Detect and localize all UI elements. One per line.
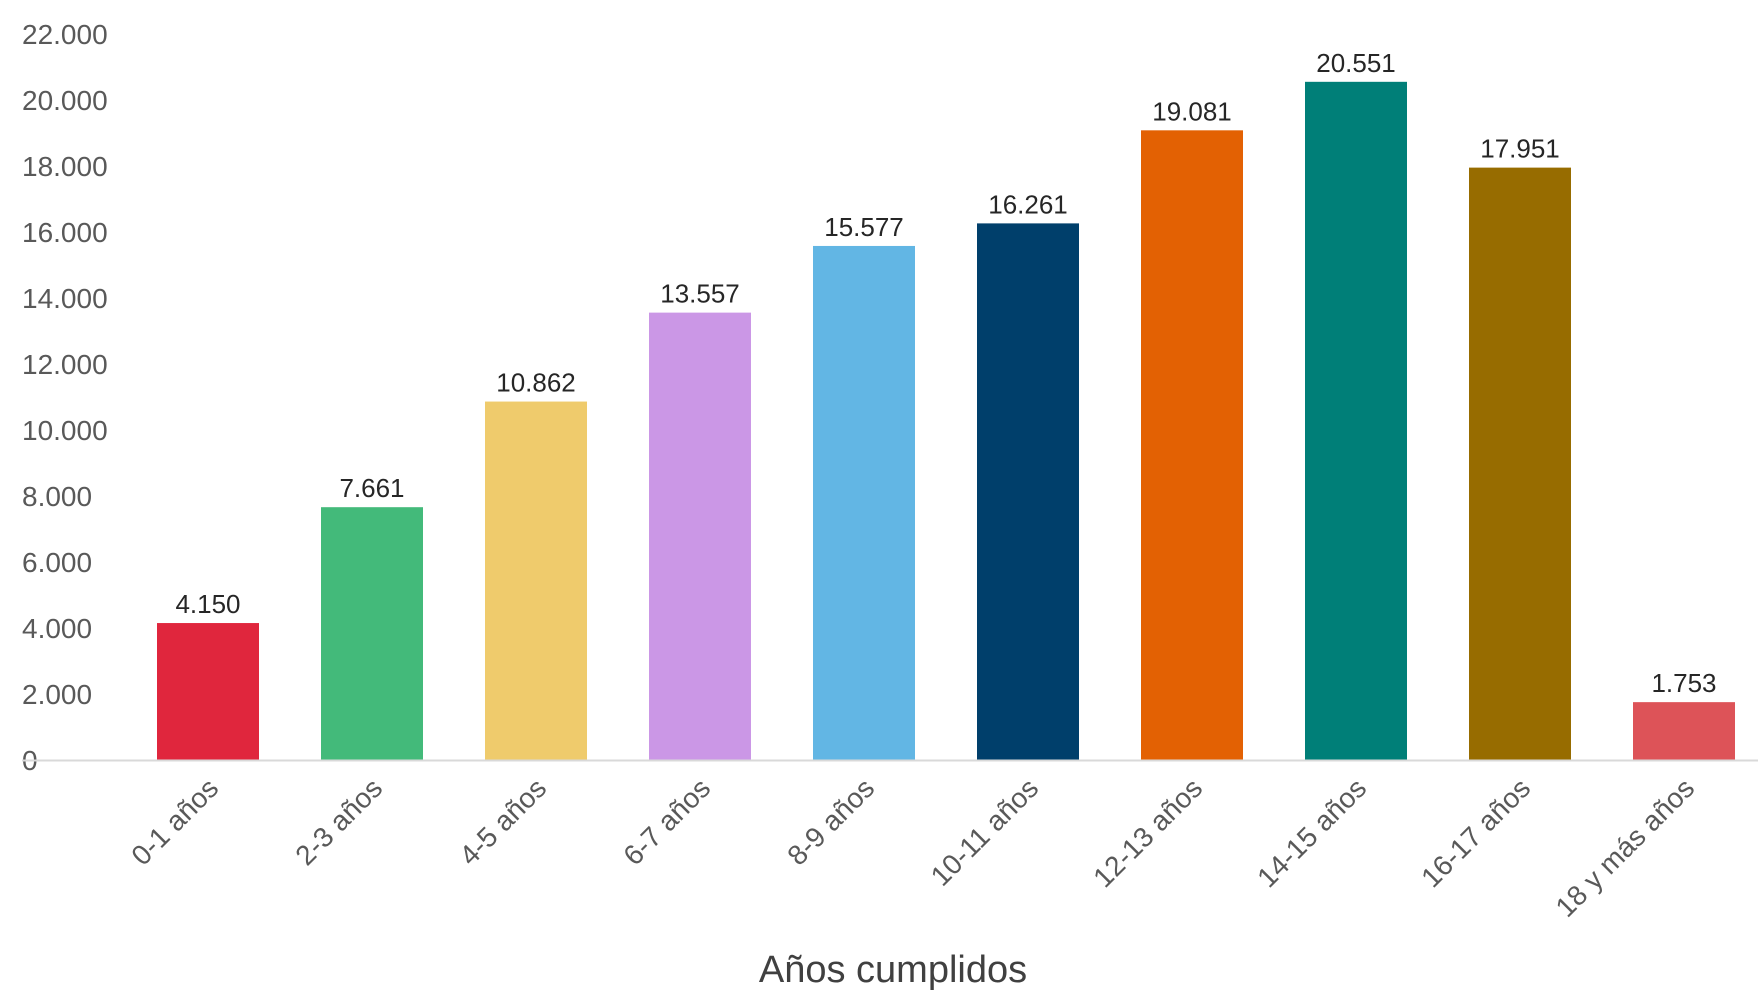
- y-tick-label: 16.000: [22, 217, 108, 248]
- bar-value-label: 1.753: [1651, 668, 1716, 698]
- y-tick-label: 18.000: [22, 151, 108, 182]
- bar: [649, 312, 751, 760]
- x-tick-label: 10-11 años: [925, 772, 1045, 892]
- x-tick-label: 16-17 años: [1415, 772, 1536, 893]
- y-tick-label: 12.000: [22, 349, 108, 380]
- y-axis-ticks: 02.0004.0006.0008.00010.00012.00014.0001…: [22, 19, 108, 776]
- bar-value-label: 16.261: [988, 189, 1068, 219]
- y-tick-label: 8.000: [22, 481, 92, 512]
- x-tick-label: 18 y más años: [1550, 772, 1701, 923]
- bar: [977, 223, 1079, 761]
- x-tick-label: 2-3 años: [289, 772, 388, 871]
- bar-value-label: 7.661: [339, 473, 404, 503]
- bar: [1469, 167, 1571, 760]
- bar-value-label: 4.150: [175, 589, 240, 619]
- bar-value-label: 19.081: [1152, 96, 1232, 126]
- x-axis-title: Años cumplidos: [759, 949, 1027, 991]
- bars-group: [157, 81, 1735, 761]
- x-tick-label: 4-5 años: [453, 772, 552, 871]
- x-tick-label: 8-9 años: [781, 772, 880, 871]
- bar: [157, 623, 259, 760]
- y-tick-label: 14.000: [22, 283, 108, 314]
- y-tick-label: 4.000: [22, 613, 92, 644]
- y-tick-label: 20.000: [22, 85, 108, 116]
- bar-value-label: 17.951: [1480, 134, 1560, 164]
- bar: [813, 245, 915, 761]
- y-tick-label: 22.000: [22, 19, 108, 50]
- y-tick-label: 10.000: [22, 415, 108, 446]
- x-tick-label: 6-7 años: [617, 772, 716, 871]
- x-axis-category-labels: 0-1 años 2-3 años 4-5 años 6-7 años 8-9 años…: [125, 772, 1700, 923]
- data-labels-group: 4.150 7.661 10.862 13.557 15.577 16.261 19.081…: [175, 48, 1716, 698]
- bar-value-label: 13.557: [660, 279, 740, 309]
- bar: [485, 401, 587, 760]
- y-tick-label: 6.000: [22, 547, 92, 578]
- bar: [1633, 702, 1735, 760]
- bar-value-label: 15.577: [824, 212, 904, 242]
- bar: [1141, 130, 1243, 760]
- bar-value-label: 20.551: [1316, 48, 1396, 78]
- bar-value-label: 10.862: [496, 368, 576, 398]
- x-tick-label: 14-15 años: [1251, 772, 1372, 893]
- bar: [321, 507, 423, 760]
- bar: [1305, 81, 1407, 760]
- y-tick-label: 2.000: [22, 679, 92, 710]
- x-tick-label: 12-13 años: [1087, 772, 1208, 893]
- x-tick-label: 0-1 años: [125, 772, 224, 871]
